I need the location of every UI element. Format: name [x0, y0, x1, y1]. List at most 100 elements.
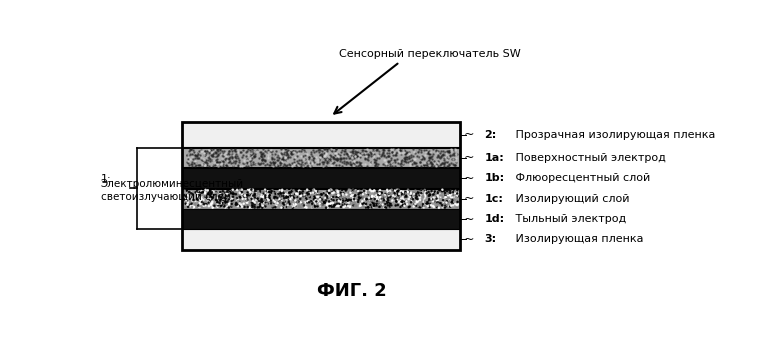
Point [410, 203, 422, 209]
Point [194, 198, 207, 204]
Point [349, 197, 362, 203]
Point [240, 157, 253, 163]
Point [261, 153, 274, 158]
Point [232, 162, 244, 168]
Point [216, 160, 229, 166]
Point [182, 202, 194, 208]
Point [268, 159, 281, 165]
Point [191, 188, 204, 194]
Point [417, 188, 430, 194]
Point [345, 194, 357, 199]
Point [426, 161, 438, 167]
Point [388, 190, 400, 195]
Point [388, 146, 401, 152]
Point [236, 189, 248, 195]
Text: ~: ~ [464, 172, 474, 185]
Point [186, 152, 199, 158]
Point [233, 190, 246, 196]
Point [239, 193, 251, 198]
Point [199, 148, 211, 154]
Point [278, 161, 290, 167]
Point [304, 156, 317, 161]
Point [276, 151, 289, 157]
Point [245, 187, 257, 193]
Point [427, 158, 440, 164]
Point [392, 199, 405, 205]
Point [404, 162, 417, 168]
Point [250, 148, 263, 154]
Point [438, 159, 451, 165]
Point [314, 154, 327, 159]
Point [307, 197, 320, 202]
Point [362, 204, 374, 210]
Point [399, 189, 412, 195]
Point [349, 197, 362, 203]
Point [207, 163, 219, 169]
Point [264, 150, 276, 156]
Point [334, 156, 346, 162]
Point [225, 161, 237, 166]
Point [237, 159, 250, 165]
Point [191, 197, 204, 203]
Point [385, 201, 397, 206]
Point [422, 203, 434, 209]
Point [219, 199, 232, 204]
Point [321, 195, 334, 201]
Point [227, 197, 239, 203]
Point [338, 161, 350, 166]
Point [374, 194, 387, 200]
Point [259, 148, 271, 154]
Point [406, 195, 418, 201]
Point [431, 197, 444, 203]
Point [377, 147, 389, 153]
Point [227, 191, 239, 197]
Point [357, 194, 370, 200]
Point [229, 146, 241, 152]
Point [332, 157, 344, 162]
Point [448, 147, 460, 153]
Point [312, 157, 324, 162]
Point [241, 192, 254, 198]
Point [350, 152, 363, 158]
Point [264, 192, 276, 198]
Point [324, 201, 336, 206]
Point [373, 191, 385, 197]
Point [208, 189, 221, 195]
Point [283, 150, 296, 155]
Point [217, 199, 229, 205]
Point [247, 198, 260, 204]
Point [180, 188, 193, 194]
Point [193, 200, 205, 205]
Point [404, 204, 417, 210]
Point [294, 196, 307, 202]
Point [195, 195, 207, 201]
Point [343, 187, 356, 193]
Point [230, 201, 243, 206]
Point [390, 195, 402, 200]
Point [313, 146, 325, 152]
Point [226, 159, 239, 164]
Point [440, 194, 452, 200]
Point [430, 147, 442, 153]
Point [299, 204, 311, 209]
Point [211, 153, 224, 159]
Point [338, 156, 350, 161]
Point [425, 196, 438, 202]
Point [249, 151, 261, 156]
Point [262, 156, 275, 161]
Point [238, 160, 250, 166]
Point [356, 201, 369, 207]
Point [204, 196, 216, 202]
Point [288, 161, 300, 167]
Point [382, 147, 395, 152]
Point [278, 198, 290, 204]
Point [446, 152, 459, 157]
Point [276, 156, 289, 162]
Point [237, 201, 250, 206]
Point [239, 195, 251, 201]
Point [358, 151, 370, 157]
Point [205, 153, 218, 159]
Point [186, 161, 199, 166]
Point [367, 150, 380, 155]
Point [183, 147, 196, 153]
